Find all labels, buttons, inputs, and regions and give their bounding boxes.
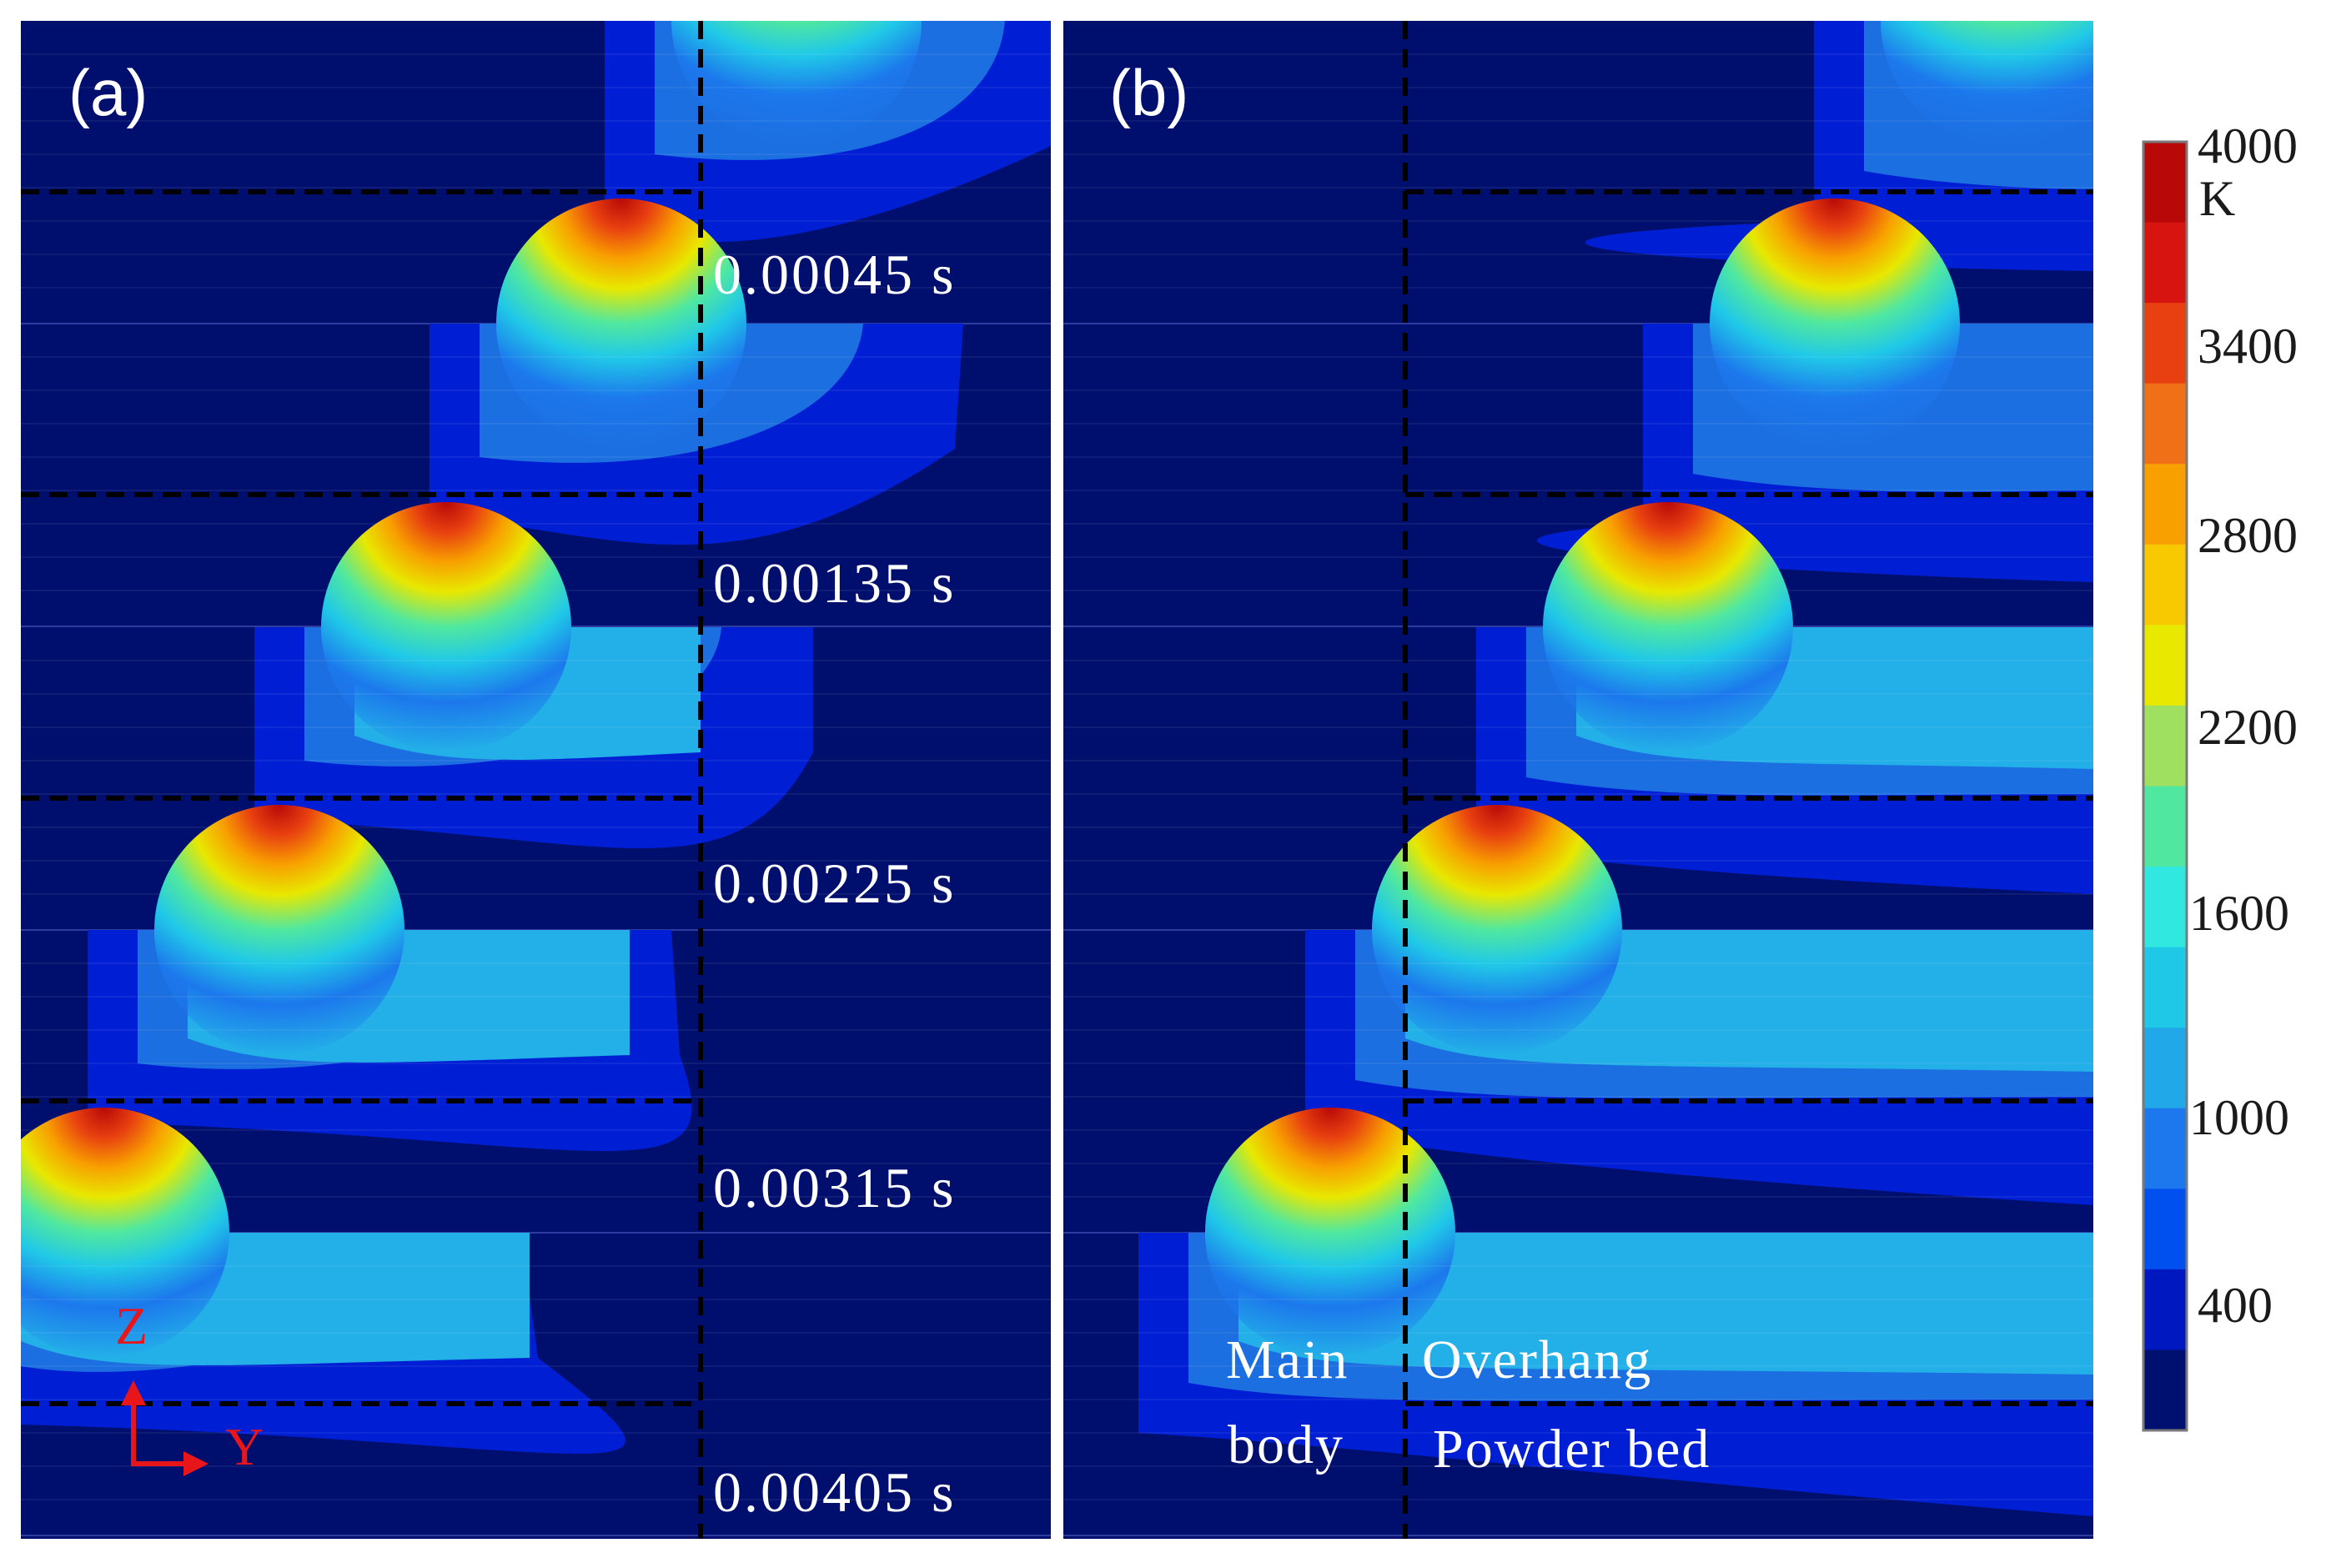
panel-a-label: (a) <box>68 56 148 129</box>
colorbar-tick-2800: 2800 <box>2198 508 2298 563</box>
colorbar-tick-1600: 1600 <box>2189 886 2289 941</box>
time-label-4: 0.00315 s <box>713 1156 957 1219</box>
colorbar-tick-2200: 2200 <box>2198 700 2298 755</box>
colorbar-tick-400: 400 <box>2198 1278 2273 1333</box>
z-axis-arrow-head <box>121 1380 146 1405</box>
panel-b <box>1063 21 2093 1539</box>
colorbar-tick-3400: 3400 <box>2198 319 2298 374</box>
colorbar-band <box>2143 786 2187 868</box>
axis-arrows <box>121 1380 208 1476</box>
region-label-overhang: Overhang <box>1422 1329 1653 1390</box>
panel-b-label: (b) <box>1109 56 1189 129</box>
melt-pool <box>1372 805 1622 1055</box>
colorbar-band <box>2143 1269 2187 1351</box>
colorbar-band <box>2143 1108 2187 1190</box>
melt-pool <box>21 1108 229 1358</box>
melt-pool <box>154 805 404 1055</box>
time-label-1: 0.00045 s <box>713 243 957 306</box>
colorbar-band <box>2143 142 2187 224</box>
melt-pool <box>1205 1108 1455 1358</box>
region-label-powder-bed: Powder bed <box>1433 1419 1711 1480</box>
colorbar-band <box>2143 383 2187 465</box>
colorbar-frame <box>2142 140 2188 1432</box>
y-axis-label: Y <box>225 1417 264 1476</box>
y-axis-arrow-head <box>183 1451 208 1476</box>
colorbar-band <box>2143 1028 2187 1109</box>
colorbar-tick-4000: 4000 <box>2198 118 2298 173</box>
region-label-body: body <box>1228 1415 1344 1475</box>
region-label-main: Main <box>1226 1329 1349 1390</box>
colorbar-band <box>2143 1349 2187 1431</box>
time-label-2: 0.00135 s <box>713 551 957 615</box>
z-axis-label: Z <box>115 1296 148 1355</box>
melt-pool <box>1710 199 1960 449</box>
colorbar-unit: K <box>2199 171 2236 226</box>
melt-pool <box>1543 502 1793 752</box>
panel-a <box>21 21 1051 1539</box>
melt-pool <box>1881 21 2093 146</box>
colorbar-band <box>2143 222 2187 304</box>
colorbar-band <box>2143 544 2187 626</box>
melt-pool <box>321 502 571 752</box>
colorbar-band <box>2143 464 2187 545</box>
melt-pool <box>671 21 922 146</box>
colorbar-band <box>2143 867 2187 948</box>
colorbar-tick-1000: 1000 <box>2189 1090 2289 1145</box>
colorbar-band <box>2143 705 2187 787</box>
colorbar-band <box>2143 1189 2187 1270</box>
colorbar-band <box>2143 625 2187 706</box>
time-label-5: 0.00405 s <box>713 1460 957 1524</box>
colorbar-band <box>2143 947 2187 1029</box>
colorbar-band <box>2143 303 2187 384</box>
heat-zone-high <box>1238 1233 2093 1375</box>
melt-pool <box>496 199 746 449</box>
time-label-3: 0.00225 s <box>713 852 957 915</box>
colorbar <box>2142 140 2188 1432</box>
